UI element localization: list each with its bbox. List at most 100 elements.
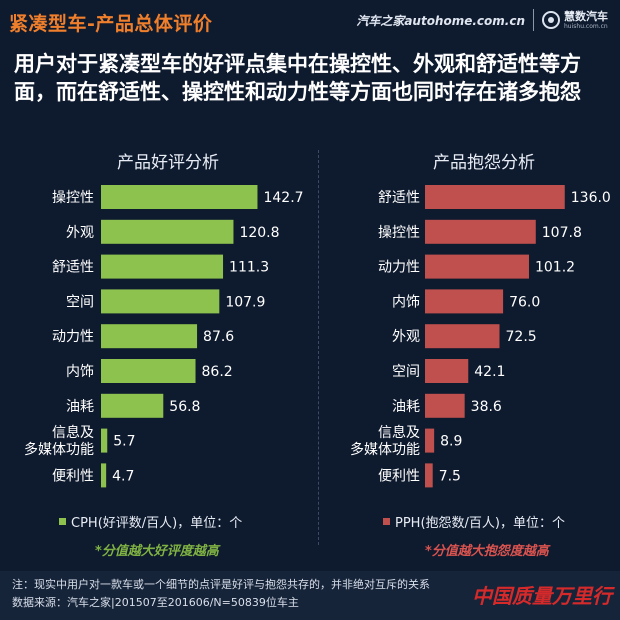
complaint-value-label: 107.8 (542, 225, 582, 241)
praise-value-label: 107.9 (225, 294, 265, 310)
brand-bar: 汽车之家autohome.com.cn 慧数汽车 huishu.com.cn (356, 9, 608, 31)
praise-bar (101, 324, 198, 349)
complaint-legend: PPH(抱怨数/百人)，单位：个 (383, 512, 565, 531)
praise-bar (101, 463, 107, 488)
praise-bar (101, 185, 258, 209)
complaint-bar-group: 动力性 101.2 (378, 254, 575, 279)
praise-bar-group: 空间 107.9 (66, 289, 265, 314)
huishu-logo-url: huishu.com.cn (564, 22, 608, 30)
praise-category-label: 内饰 (66, 364, 94, 380)
praise-bar (101, 393, 164, 418)
praise-legend-swatch (59, 518, 66, 525)
complaint-bar (425, 324, 500, 349)
complaint-bar (425, 219, 536, 244)
praise-category-label: 油耗 (66, 399, 94, 415)
complaint-bar-group: 舒适性 136.0 (378, 185, 611, 209)
praise-bar-group: 内饰 86.2 (66, 359, 233, 383)
watermark-logo: 中国质量万里行 (472, 584, 612, 608)
complaint-category-label: 空间 (392, 364, 420, 380)
complaint-value-label: 101.2 (535, 260, 575, 276)
praise-category-label: 信息及 (52, 424, 94, 441)
complaint-category-label: 信息及 (378, 424, 420, 441)
complaint-bar-group: 操控性 107.8 (378, 219, 582, 244)
complaint-bar (425, 428, 435, 453)
praise-value-label: 142.7 (263, 190, 303, 206)
complaint-legend-swatch (383, 518, 390, 525)
praise-bar (101, 428, 108, 453)
praise-value-label: 5.7 (113, 434, 135, 450)
complaint-category-label: 多媒体功能 (350, 441, 420, 458)
footer-source: 数据来源：汽车之家|201507至201606/N=50839位车主 (12, 596, 299, 609)
complaint-bar-group: 空间 42.1 (392, 359, 505, 383)
complaint-bar-group: 外观 72.5 (392, 324, 537, 349)
headline: 用户对于紧凑型车的好评点集中在操控性、外观和舒适性等方面，而在舒适性、操控性和动… (14, 52, 581, 104)
complaint-bar (425, 254, 529, 279)
praise-bar-group: 外观 120.8 (66, 219, 280, 244)
praise-chart-title: 产品好评分析 (117, 153, 219, 173)
page-title: 紧凑型车-产品总体评价 (9, 13, 213, 35)
complaint-category-label: 操控性 (378, 225, 420, 241)
praise-value-label: 56.8 (169, 399, 200, 415)
complaint-value-label: 7.5 (439, 468, 461, 484)
praise-category-label: 操控性 (52, 190, 94, 206)
complaint-category-label: 油耗 (392, 399, 420, 415)
praise-legend: CPH(好评数/百人)，单位：个 (59, 512, 242, 531)
praise-value-label: 111.3 (229, 260, 269, 276)
huishu-logo-name: 慧数汽车 (564, 9, 608, 23)
complaint-value-label: 42.1 (474, 364, 505, 380)
complaint-value-label: 8.9 (440, 434, 462, 450)
praise-category-label: 多媒体功能 (24, 441, 94, 458)
huishu-logo: 慧数汽车 huishu.com.cn (542, 11, 608, 30)
complaint-bar-group: 油耗 38.6 (392, 393, 502, 418)
panel-divider (318, 150, 320, 545)
praise-bar (101, 254, 224, 279)
praise-category-label: 便利性 (52, 468, 94, 484)
praise-bar (101, 359, 196, 383)
complaint-bar (425, 289, 504, 314)
complaint-legend-label: PPH(抱怨数/百人)，单位：个 (395, 516, 565, 531)
complaint-bar (425, 185, 565, 209)
complaint-value-label: 72.5 (506, 329, 537, 345)
praise-category-label: 外观 (66, 225, 94, 241)
autohome-logo-text: 汽车之家autohome.com.cn (356, 13, 525, 28)
complaint-note: *分值越大抱怨度越高 (425, 544, 549, 559)
praise-category-label: 空间 (66, 294, 94, 310)
praise-legend-label: CPH(好评数/百人)，单位：个 (71, 516, 243, 531)
praise-note: *分值越大好评度越高 (95, 544, 219, 559)
praise-category-label: 动力性 (52, 329, 94, 345)
praise-bar (101, 289, 220, 314)
complaint-bar-group: 内饰 76.0 (392, 289, 540, 314)
praise-bar-group: 操控性 142.7 (52, 185, 304, 209)
complaint-category-label: 外观 (392, 329, 420, 345)
footer-band (0, 571, 620, 620)
praise-value-label: 86.2 (202, 364, 233, 380)
praise-category-label: 舒适性 (52, 260, 94, 276)
complaint-chart-title: 产品抱怨分析 (433, 153, 535, 173)
complaint-category-label: 便利性 (378, 468, 420, 484)
complaint-value-label: 76.0 (509, 294, 540, 310)
complaint-value-label: 38.6 (471, 399, 502, 415)
complaint-bar-group: 便利性 7.5 (378, 463, 461, 488)
praise-value-label: 87.6 (203, 329, 234, 345)
complaint-category-label: 舒适性 (378, 190, 420, 206)
praise-bar (101, 219, 234, 244)
complaint-value-label: 136.0 (571, 190, 611, 206)
complaint-category-label: 动力性 (378, 260, 420, 276)
complaint-bar (425, 463, 433, 488)
praise-bar-group: 动力性 87.6 (52, 324, 234, 349)
complaint-category-label: 内饰 (392, 294, 420, 310)
praise-bar-group: 油耗 56.8 (66, 393, 200, 418)
brand-divider (533, 9, 534, 31)
praise-bar-group: 便利性 4.7 (52, 463, 134, 488)
complaint-bar (425, 359, 469, 383)
huishu-logo-icon (542, 11, 560, 29)
praise-value-label: 4.7 (112, 468, 134, 484)
footer-note: 注：现实中用户对一款车或一个细节的点评是好评与抱怨共存的，并非绝对互斥的关系 (12, 578, 430, 591)
praise-bar-group: 舒适性 111.3 (52, 254, 269, 279)
praise-value-label: 120.8 (239, 225, 279, 241)
